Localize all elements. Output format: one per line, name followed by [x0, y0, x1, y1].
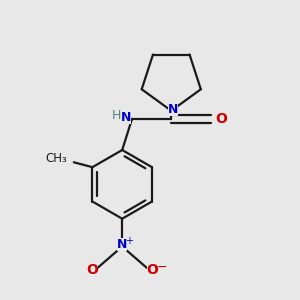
Text: CH₃: CH₃ — [46, 152, 67, 164]
Text: N: N — [121, 111, 131, 124]
Text: H: H — [112, 109, 121, 122]
Text: O: O — [147, 263, 159, 278]
Text: N: N — [168, 103, 178, 116]
Text: −: − — [157, 261, 168, 274]
Text: O: O — [86, 263, 98, 278]
Text: O: O — [215, 112, 227, 126]
Text: +: + — [125, 236, 134, 246]
Text: N: N — [117, 238, 128, 251]
